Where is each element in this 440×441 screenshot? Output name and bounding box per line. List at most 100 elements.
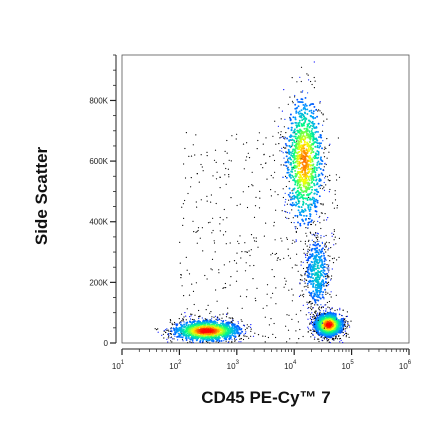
event-dot	[310, 322, 312, 324]
event-dot	[221, 317, 223, 319]
event-dot	[294, 94, 296, 97]
event-dot	[299, 153, 302, 156]
event-dot	[303, 144, 306, 147]
event-dot	[201, 340, 204, 343]
event-dot	[252, 185, 254, 187]
event-dot	[319, 271, 322, 274]
event-dot	[305, 256, 307, 258]
event-dot	[310, 336, 312, 338]
event-dot	[292, 239, 294, 241]
event-dot	[338, 322, 341, 325]
event-dot	[231, 341, 233, 343]
event-dot	[313, 269, 316, 272]
event-dot	[316, 211, 318, 213]
event-dot	[316, 234, 318, 236]
event-dot	[292, 176, 295, 179]
event-dot	[284, 118, 286, 120]
event-dot	[313, 293, 316, 296]
event-dot	[289, 139, 292, 141]
event-dot	[203, 323, 206, 326]
event-dot	[292, 116, 295, 119]
event-dot	[322, 305, 324, 308]
event-dot	[165, 329, 167, 331]
event-dot	[321, 173, 324, 176]
event-dot	[291, 267, 293, 269]
event-dot	[314, 171, 317, 174]
event-dot	[323, 260, 326, 263]
event-dot	[319, 135, 322, 138]
event-dot	[291, 318, 293, 320]
event-dot	[323, 189, 326, 191]
event-dot	[314, 324, 317, 327]
event-dot	[273, 276, 275, 278]
event-dot	[231, 334, 234, 337]
event-dot	[295, 146, 298, 149]
event-dot	[309, 198, 312, 201]
event-dot	[315, 291, 318, 294]
y-axis-title: Side Scatter	[32, 146, 51, 245]
event-dot	[287, 127, 290, 130]
event-dot	[174, 321, 176, 324]
event-dot	[318, 296, 321, 299]
event-dot	[236, 133, 238, 135]
event-dot	[218, 319, 220, 321]
event-dot	[306, 73, 308, 75]
event-dot	[296, 136, 299, 139]
event-dot	[317, 333, 319, 335]
event-dot	[183, 321, 185, 323]
event-dot	[318, 185, 320, 188]
event-dot	[326, 324, 329, 326]
event-dot	[302, 178, 305, 181]
event-dot	[244, 242, 246, 244]
event-dot	[182, 319, 184, 321]
event-dot	[303, 157, 306, 160]
event-dot	[310, 130, 313, 132]
event-dot	[304, 158, 307, 161]
event-dot	[300, 155, 303, 158]
event-dot	[181, 339, 184, 341]
event-dot	[202, 319, 205, 322]
event-dot	[319, 334, 321, 337]
event-dot	[246, 206, 249, 209]
event-dot	[284, 136, 286, 138]
event-dot	[218, 329, 221, 332]
event-dot	[257, 246, 259, 248]
event-dot	[293, 197, 296, 200]
event-dot	[264, 316, 266, 318]
event-dot	[296, 156, 299, 159]
event-dot	[330, 291, 332, 293]
event-dot	[297, 124, 300, 127]
event-dot	[321, 334, 324, 337]
event-dot	[283, 146, 285, 148]
event-dot	[311, 274, 313, 276]
event-dot	[201, 328, 204, 331]
event-dot	[291, 122, 294, 125]
event-dot	[303, 151, 306, 154]
event-dot	[296, 142, 299, 145]
event-dot	[338, 313, 340, 315]
event-dot	[183, 217, 185, 219]
event-dot	[223, 340, 225, 342]
event-dot	[312, 156, 315, 159]
event-dot	[163, 330, 165, 332]
event-dot	[239, 295, 242, 297]
event-dot	[229, 284, 231, 286]
event-dot	[328, 338, 330, 341]
event-dot	[186, 326, 189, 329]
event-dot	[242, 143, 245, 145]
event-dot	[323, 148, 325, 150]
event-dot	[312, 222, 314, 224]
event-dot	[237, 321, 239, 323]
event-dot	[333, 230, 335, 232]
event-dot	[227, 331, 230, 334]
event-dot	[322, 188, 324, 190]
event-dot	[218, 336, 221, 339]
event-dot	[320, 282, 322, 285]
event-dot	[314, 116, 317, 119]
event-dot	[307, 285, 309, 287]
event-dot	[212, 217, 214, 219]
event-dot	[279, 259, 281, 261]
event-dot	[308, 306, 310, 309]
event-dot	[308, 272, 311, 275]
event-dot	[315, 167, 318, 169]
